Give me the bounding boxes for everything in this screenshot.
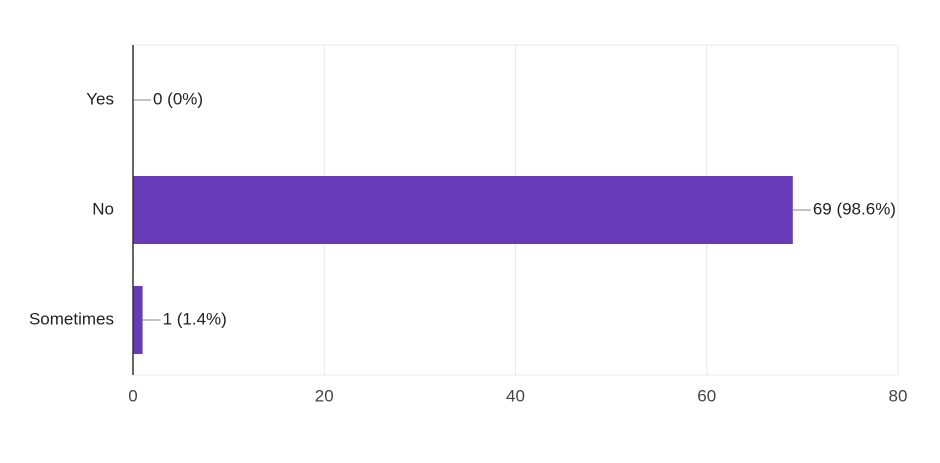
y-tick-label: No: [92, 199, 114, 218]
y-tick-label: Yes: [86, 89, 114, 108]
value-label: 69 (98.6%): [813, 199, 896, 218]
x-tick-label: 60: [697, 386, 716, 405]
y-tick-label: Sometimes: [29, 309, 114, 328]
x-tick-label: 80: [889, 386, 908, 405]
x-tick-label: 0: [128, 386, 137, 405]
bar: [133, 286, 143, 354]
value-label: 0 (0%): [153, 89, 203, 108]
x-tick-label: 20: [315, 386, 334, 405]
value-label: 1 (1.4%): [163, 309, 227, 328]
bar: [133, 176, 793, 244]
x-tick-label: 40: [506, 386, 525, 405]
